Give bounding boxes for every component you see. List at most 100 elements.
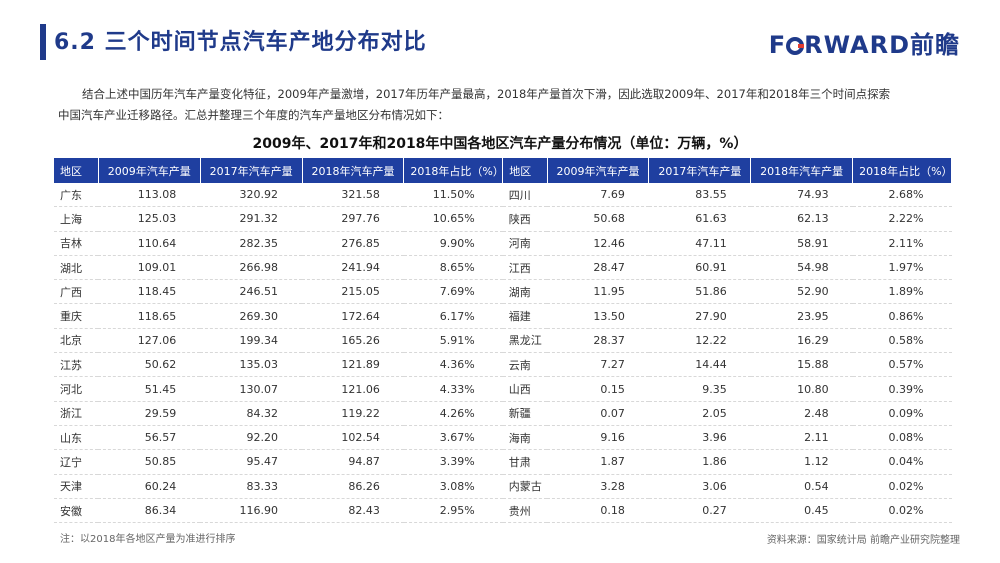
table-row: 湖北 109.01 266.98 241.94 8.65% 江西 28.47 60.91 54.… <box>54 255 952 281</box>
table-row: 吉林 110.64 282.35 276.85 9.90% 河南 12.46 47.11 58.… <box>54 231 952 256</box>
table-cell: 47.11 <box>648 231 751 256</box>
table-cell: 118.65 <box>98 303 201 329</box>
table-cell: 4.26% <box>403 401 503 426</box>
table-cell: 2.48 <box>750 401 853 426</box>
table-cell: 3.67% <box>403 425 503 451</box>
table-cell: 52.90 <box>750 279 853 305</box>
table-header-row: 地区 2009年汽车产量 2017年汽车产量 2018年汽车产量 2018年占比（%）地… <box>54 158 953 183</box>
table-cell: 2.95% <box>403 498 503 524</box>
table-cell: 291.32 <box>200 206 303 232</box>
table-cell: 江苏 <box>54 352 99 378</box>
table-row: 辽宁 50.85 95.47 94.87 3.39% 甘肃 1.87 1.86 1.12 0.04… <box>54 449 952 475</box>
table-cell: 86.34 <box>98 498 201 524</box>
table-header-cell: 2009年汽车产量 <box>98 158 201 183</box>
table-cell: 51.86 <box>648 279 751 305</box>
table-cell: 15.88 <box>750 352 853 378</box>
table-cell: 2.05 <box>648 401 751 426</box>
table-row: 山东 56.57 92.20 102.54 3.67% 海南 9.16 3.96 2.11 0.0… <box>54 425 952 451</box>
table-header-cell: 2018年占比（%） <box>403 158 504 183</box>
table-cell: 62.13 <box>750 206 853 232</box>
table-cell: 11.95 <box>547 279 649 305</box>
table-cell: 1.97% <box>852 255 952 281</box>
table-cell: 60.91 <box>648 255 751 281</box>
table-cell: 福建 <box>502 303 548 329</box>
table-row: 重庆 118.65 269.30 172.64 6.17% 福建 13.50 27.90 23.… <box>54 303 952 329</box>
table-row: 广东 113.08 320.92 321.58 11.50% 四川 7.69 83.55 74.… <box>54 183 952 208</box>
table-cell: 黑龙江 <box>502 328 548 354</box>
table-cell: 山西 <box>502 376 548 402</box>
table-cell: 0.27 <box>648 498 751 524</box>
table-cell: 276.85 <box>302 231 404 256</box>
table-cell: 贵州 <box>502 498 548 524</box>
table-cell: 10.65% <box>403 206 503 232</box>
table-cell: 0.08% <box>852 425 952 451</box>
intro-line-2: 中国汽车产业迁移路径。汇总并整理三个年度的汽车产量地区分布情况如下： <box>58 108 449 122</box>
table-cell: 113.08 <box>98 183 201 208</box>
table-cell: 0.07 <box>547 401 649 426</box>
table-cell: 92.20 <box>200 425 303 451</box>
page-title: 6.2 三个时间节点汽车产地分布对比 <box>54 30 427 55</box>
table-cell: 215.05 <box>302 279 404 305</box>
table-cell: 269.30 <box>200 303 303 329</box>
table-header-cell: 2009年汽车产量 <box>547 158 650 183</box>
table-cell: 6.17% <box>403 303 503 329</box>
table-cell: 50.85 <box>98 449 201 475</box>
table-cell: 安徽 <box>54 498 99 524</box>
table-cell: 辽宁 <box>54 449 99 475</box>
table-cell: 125.03 <box>98 206 201 232</box>
table-cell: 湖北 <box>54 255 99 281</box>
table-header-cell: 2017年汽车产量 <box>200 158 303 183</box>
table-cell: 50.68 <box>547 206 649 232</box>
table-cell: 北京 <box>54 328 99 354</box>
table-cell: 10.80 <box>750 376 853 402</box>
table-row: 江苏 50.62 135.03 121.89 4.36% 云南 7.27 14.44 15.88… <box>54 352 952 378</box>
table-cell: 282.35 <box>200 231 303 256</box>
table-cell: 58.91 <box>750 231 853 256</box>
title-accent-bar <box>40 24 46 60</box>
table-row: 广西 118.45 246.51 215.05 7.69% 湖南 11.95 51.86 52.… <box>54 279 952 305</box>
table-cell: 0.45 <box>750 498 853 524</box>
table-cell: 13.50 <box>547 303 649 329</box>
table-cell: 82.43 <box>302 498 404 524</box>
production-table: 地区 2009年汽车产量 2017年汽车产量 2018年汽车产量 2018年占比（%）地… <box>54 158 953 524</box>
table-cell: 94.87 <box>302 449 404 475</box>
table-cell: 320.92 <box>200 183 303 208</box>
table-cell: 1.87 <box>547 449 649 475</box>
source-note: 资料来源：国家统计局 前瞻产业研究院整理 <box>766 535 960 546</box>
logo-o-icon <box>786 37 805 55</box>
table-cell: 1.86 <box>648 449 751 475</box>
table-cell: 河南 <box>502 231 548 256</box>
table-cell: 16.29 <box>750 328 853 354</box>
table-cell: 2.68% <box>852 183 952 208</box>
table-cell: 9.90% <box>403 231 503 256</box>
table-cell: 四川 <box>502 183 548 208</box>
table-cell: 江西 <box>502 255 548 281</box>
table-cell: 56.57 <box>98 425 201 451</box>
table-cell: 135.03 <box>200 352 303 378</box>
table-cell: 14.44 <box>648 352 751 378</box>
intro-paragraph: 结合上述中国历年汽车产量变化特征，2009年产量激增，2017年历年产量最高，2… <box>58 84 958 126</box>
table-cell: 3.28 <box>547 474 649 499</box>
table-row: 河北 51.45 130.07 121.06 4.33% 山西 0.15 9.35 10.80 0… <box>54 376 952 402</box>
table-cell: 54.98 <box>750 255 853 281</box>
table-cell: 0.86% <box>852 303 952 329</box>
table-cell: 50.62 <box>98 352 201 378</box>
table-cell: 2.22% <box>852 206 952 232</box>
table-cell: 新疆 <box>502 401 548 426</box>
table-cell: 28.47 <box>547 255 649 281</box>
table-cell: 3.39% <box>403 449 503 475</box>
table-cell: 27.90 <box>648 303 751 329</box>
table-header-cell: 地区 <box>54 158 99 183</box>
table-cell: 51.45 <box>98 376 201 402</box>
table-header-cell: 2018年占比（%） <box>852 158 953 183</box>
table-cell: 7.27 <box>547 352 649 378</box>
logo-text-a: F <box>768 31 787 59</box>
table-cell: 重庆 <box>54 303 99 329</box>
table-cell: 266.98 <box>200 255 303 281</box>
table-cell: 河北 <box>54 376 99 402</box>
table-cell: 86.26 <box>302 474 404 499</box>
table-cell: 浙江 <box>54 401 99 426</box>
table-cell: 102.54 <box>302 425 404 451</box>
table-row: 安徽 86.34 116.90 82.43 2.95% 贵州 0.18 0.27 0.45 0.0… <box>54 498 952 524</box>
table-cell: 29.59 <box>98 401 201 426</box>
